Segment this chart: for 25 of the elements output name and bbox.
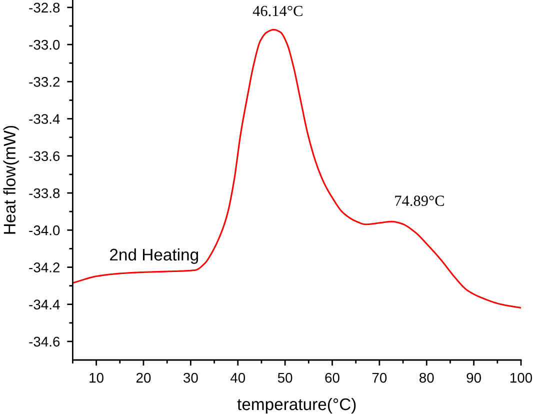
x-tick-label: 30 <box>183 372 198 383</box>
y-tick-label: -32.8 <box>29 2 60 13</box>
x-tick-label: 100 <box>510 372 532 383</box>
y-tick-label: -34.4 <box>29 300 60 310</box>
annotation: 74.89°C <box>395 196 444 206</box>
x-tick-label: 10 <box>90 372 104 383</box>
x-tick-label: 80 <box>420 372 434 383</box>
annotation: 46.14°C <box>252 6 302 16</box>
series-label: 2nd Heating <box>110 248 198 264</box>
x-tick-label: 50 <box>278 372 292 383</box>
y-tick-label: -33.0 <box>29 40 60 50</box>
y-tick-label: -33.2 <box>29 76 60 87</box>
y-tick-label: -33.4 <box>29 114 60 124</box>
y-tick-label: -33.6 <box>29 151 60 162</box>
x-axis-title: temperature(°C) <box>237 398 356 414</box>
x-tick-label: 90 <box>466 372 481 383</box>
y-axis-title: Heat flow(mW) <box>3 126 19 234</box>
y-tick-label: -34.2 <box>29 262 60 272</box>
y-tick-label: -34.6 <box>29 336 60 347</box>
x-tick-label: 40 <box>230 372 246 383</box>
y-tick-label: -34.0 <box>29 225 60 236</box>
x-tick-label: 60 <box>325 372 340 383</box>
x-tick-label: 20 <box>136 372 151 383</box>
x-tick-label: 70 <box>372 372 387 383</box>
y-tick-label: -33.8 <box>29 188 60 198</box>
